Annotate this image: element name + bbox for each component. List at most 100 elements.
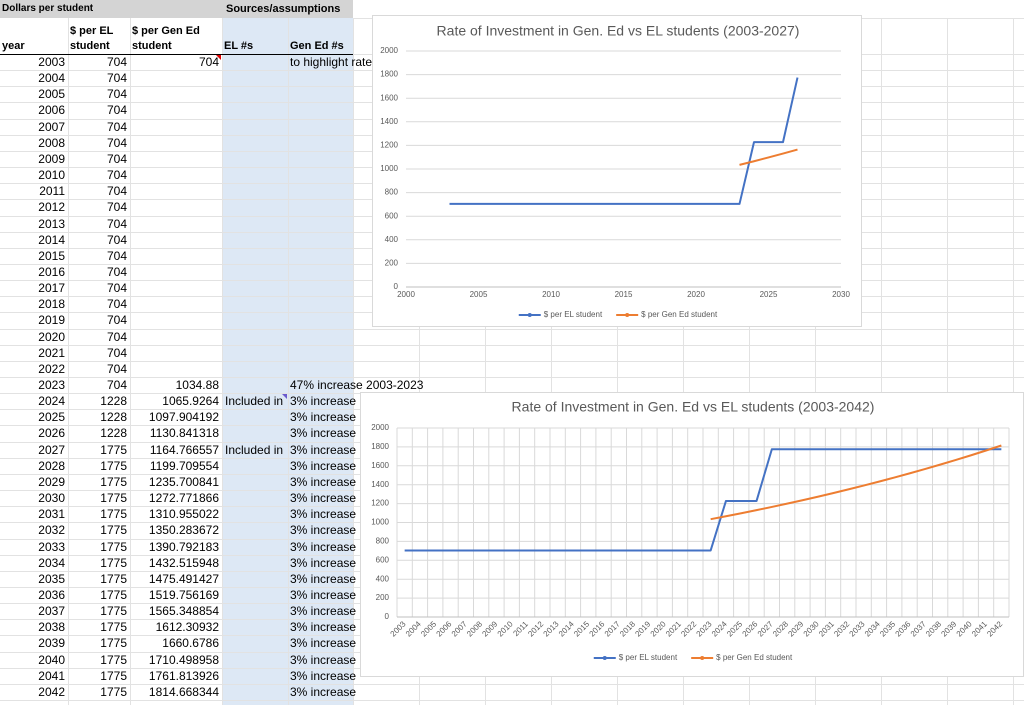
cell: 3% increase xyxy=(290,555,357,570)
cell: Included in xyxy=(225,442,284,457)
cell: 3% increase xyxy=(290,474,357,489)
header-underline xyxy=(0,54,353,55)
cell: 3% increase xyxy=(290,587,357,602)
cell: 1565.348854 xyxy=(148,604,219,619)
x-tick-label: 2005 xyxy=(470,290,488,299)
cell: 3% increase xyxy=(290,668,357,683)
y-tick-label: 600 xyxy=(385,211,399,220)
cell: 704 xyxy=(106,313,127,328)
x-tick-label: 2031 xyxy=(817,619,836,638)
cell: 1775 xyxy=(100,507,127,522)
cell: 1775 xyxy=(100,587,127,602)
cell: 1228 xyxy=(100,410,127,425)
cell: 2014 xyxy=(38,232,65,247)
cell: 2024 xyxy=(38,394,65,409)
cell: 3% increase xyxy=(290,426,357,441)
x-tick-label: 2010 xyxy=(496,619,515,638)
cell: 704 xyxy=(106,329,127,344)
row-line xyxy=(0,360,1024,362)
x-tick-label: 2004 xyxy=(404,619,423,638)
cell: 2025 xyxy=(38,410,65,425)
cell: 704 xyxy=(106,378,127,392)
cell: 2016 xyxy=(38,264,65,279)
cell: to highlight rate xyxy=(290,55,373,69)
cell: 704 xyxy=(106,55,127,69)
legend-marker xyxy=(602,656,607,660)
y-tick-label: 2000 xyxy=(380,46,398,55)
cell: 2007 xyxy=(38,119,65,134)
cell: 1775 xyxy=(100,442,127,457)
y-tick-label: 1000 xyxy=(371,518,389,527)
cell: 1228 xyxy=(100,426,127,441)
y-tick-label: 0 xyxy=(394,282,399,291)
cell: 2041 xyxy=(38,668,65,683)
column-header: year xyxy=(2,40,25,52)
x-tick-label: 2025 xyxy=(725,619,744,638)
x-tick-label: 2028 xyxy=(771,619,790,638)
cell: 2026 xyxy=(38,426,65,441)
cell: 1775 xyxy=(100,604,127,619)
legend-label: $ per EL student xyxy=(619,653,678,662)
y-tick-label: 400 xyxy=(376,574,390,583)
cell: 1761.813926 xyxy=(148,668,219,683)
legend: $ per EL student $ per Gen Ed student xyxy=(518,310,718,319)
cell: 2003 xyxy=(38,55,65,69)
legend-marker xyxy=(625,313,630,317)
row-line xyxy=(0,328,1024,330)
x-tick-label: 2009 xyxy=(480,619,499,638)
x-tick-label: 2035 xyxy=(878,619,897,638)
x-tick-label: 2018 xyxy=(618,619,637,638)
cell: 1775 xyxy=(100,571,127,586)
cell: 3% increase xyxy=(290,394,357,409)
series-line xyxy=(404,448,1002,552)
cell: 704 xyxy=(106,71,127,86)
cell: 2042 xyxy=(38,684,65,699)
sheet-title: Dollars per student xyxy=(2,3,94,14)
cell: 704 xyxy=(106,216,127,231)
cell: 1775 xyxy=(100,668,127,683)
y-tick-label: 800 xyxy=(385,188,399,197)
cell: 704 xyxy=(106,119,127,134)
chart-title: Rate of Investment in Gen. Ed vs EL stud… xyxy=(437,23,800,39)
y-tick-label: 800 xyxy=(376,537,390,546)
cell: 1235.700841 xyxy=(148,474,219,489)
cell: 1775 xyxy=(100,620,127,635)
cell: 2040 xyxy=(38,652,65,667)
cell: 2009 xyxy=(38,151,65,166)
cell: 704 xyxy=(106,248,127,263)
series-line xyxy=(739,148,798,166)
cell: 3% increase xyxy=(290,410,357,425)
x-tick-label: 2006 xyxy=(435,619,454,638)
cell: 1310.955022 xyxy=(148,507,219,522)
legend-marker xyxy=(700,656,705,660)
chart: Rate of Investment in Gen. Ed vs EL stud… xyxy=(360,392,1024,677)
cell: 2004 xyxy=(38,71,65,86)
y-tick-label: 1600 xyxy=(371,461,389,470)
cell: 1519.756169 xyxy=(148,587,219,602)
x-tick-label: 2021 xyxy=(664,619,683,638)
cell: 2035 xyxy=(38,571,65,586)
cell: 704 xyxy=(106,345,127,360)
x-tick-label: 2029 xyxy=(786,619,805,638)
cell: 1775 xyxy=(100,458,127,473)
x-tick-label: 2042 xyxy=(985,619,1004,638)
cell: 1710.498958 xyxy=(148,652,219,667)
y-tick-label: 400 xyxy=(385,235,399,244)
cell: 1228 xyxy=(100,394,127,409)
cell: 704 xyxy=(106,184,127,199)
cell: 2005 xyxy=(38,87,65,102)
x-tick-label: 2027 xyxy=(756,619,775,638)
cell: 1034.88 xyxy=(175,378,219,392)
cell: 1097.904192 xyxy=(148,410,219,425)
cell: 2021 xyxy=(38,345,65,360)
row-line xyxy=(0,377,1024,378)
cell: 2010 xyxy=(38,168,65,183)
cell: 2036 xyxy=(38,587,65,602)
x-tick-label: 2020 xyxy=(687,290,705,299)
x-tick-label: 2005 xyxy=(419,619,438,638)
cell: 2039 xyxy=(38,636,65,651)
cell: 704 xyxy=(106,297,127,312)
cell: 2020 xyxy=(38,329,65,344)
x-tick-label: 2015 xyxy=(572,619,591,638)
